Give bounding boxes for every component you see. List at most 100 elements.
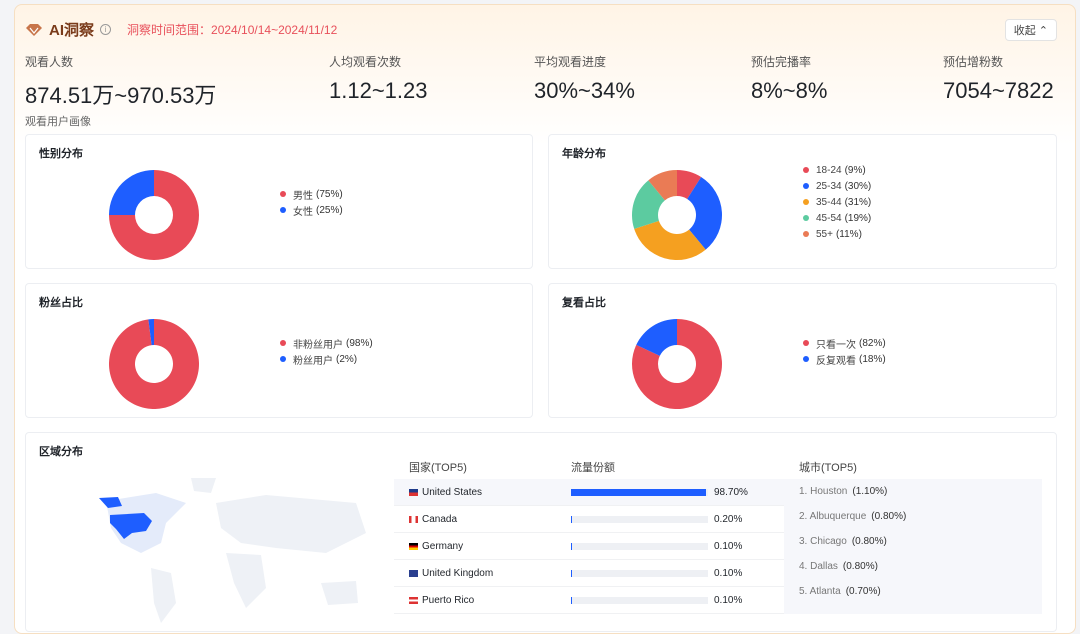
- country-name: Canada: [422, 513, 458, 525]
- metric-completion: 预估完播率 8%~8%: [751, 55, 828, 103]
- legend-value: (18%): [859, 353, 886, 365]
- slice-反复观看[interactable]: [636, 319, 677, 356]
- country-row[interactable]: Canada 0.20%: [394, 506, 784, 533]
- donut-chart[interactable]: [627, 314, 727, 414]
- country-row[interactable]: Puerto Rico 0.10%: [394, 587, 784, 614]
- country-row[interactable]: United States 98.70%: [394, 479, 784, 506]
- slice-男性[interactable]: [109, 170, 199, 260]
- city-name: 3. Chicago: [799, 536, 847, 547]
- legend-dot-icon: [803, 340, 809, 346]
- flag-pr-icon: [409, 596, 418, 604]
- chart-title: 年龄分布: [562, 148, 606, 160]
- header-share: 流量份额: [571, 462, 615, 474]
- legend-label: 女性: [293, 206, 313, 218]
- legend-item[interactable]: 反复观看 (18%): [803, 351, 886, 367]
- legend-value: (98%): [346, 337, 373, 349]
- legend-value: (31%): [844, 196, 872, 208]
- share-bar: [571, 488, 708, 496]
- country-row[interactable]: United Kingdom 0.10%: [394, 560, 784, 587]
- legend-item[interactable]: 男性 (75%): [280, 186, 343, 202]
- legend-dot-icon: [280, 207, 286, 213]
- legend-item[interactable]: 55+ (11%): [803, 226, 871, 242]
- legend-dot-icon: [803, 231, 809, 237]
- age-card: 年龄分布 18-24 (9%) 25-34 (30%) 35-44 (31%) 45-54 (1…: [548, 134, 1057, 269]
- world-map[interactable]: [66, 473, 376, 623]
- share-pct: 0.10%: [714, 540, 743, 552]
- legend-dot-icon: [803, 356, 809, 362]
- city-item: 3. Chicago (0.80%): [784, 529, 1042, 554]
- metric-avg-views: 人均观看次数 1.12~1.23: [329, 55, 428, 103]
- donut-chart[interactable]: [104, 314, 204, 414]
- collapse-button[interactable]: 收起 ⌃: [1004, 19, 1057, 41]
- country-name: United Kingdom: [422, 567, 494, 579]
- legend-item[interactable]: 女性 (25%): [280, 202, 343, 218]
- ai-insight-panel: AI洞察 i 洞察时间范围：2024/10/14~2024/11/12 收起 ⌃…: [14, 4, 1076, 634]
- share-bar: [571, 542, 708, 550]
- city-item: 5. Atlanta (0.70%): [784, 579, 1042, 604]
- metric-progress: 平均观看进度 30%~34%: [534, 55, 635, 103]
- legend-item[interactable]: 只看一次 (82%): [803, 335, 886, 351]
- legend: 18-24 (9%) 25-34 (30%) 35-44 (31%) 45-54 (19%) 5…: [803, 162, 871, 242]
- share-pct: 0.20%: [714, 513, 743, 525]
- panel-title: AI洞察: [49, 22, 95, 39]
- city-name: 4. Dallas: [799, 561, 838, 572]
- legend-item[interactable]: 非粉丝用户 (98%): [280, 335, 373, 351]
- share-bar-fill: [571, 488, 707, 496]
- legend-label: 55+: [816, 228, 833, 240]
- flag-gb-icon: [409, 569, 418, 577]
- share-bar-fill: [571, 596, 573, 604]
- legend-item[interactable]: 25-34 (30%): [803, 178, 871, 194]
- slice-非粉丝用户[interactable]: [109, 319, 199, 409]
- city-pct: (1.10%): [852, 486, 888, 497]
- legend-item[interactable]: 45-54 (19%): [803, 210, 871, 226]
- legend-label: 非粉丝用户: [293, 339, 343, 351]
- city-pct: (0.80%): [842, 561, 878, 572]
- city-pct: (0.80%): [871, 511, 907, 522]
- city-list: 1. Houston (1.10%) 2. Albuquerque (0.80%) 3.…: [784, 479, 1042, 614]
- slice-35-44[interactable]: [634, 220, 706, 260]
- legend-dot-icon: [803, 215, 809, 221]
- region-card: 区域分布 国家(TOP5) 流量份额 城市(TOP5) United State…: [25, 432, 1057, 632]
- legend-dot-icon: [280, 356, 286, 362]
- legend: 只看一次 (82%) 反复观看 (18%): [803, 335, 886, 367]
- header: AI洞察 i 洞察时间范围：2024/10/14~2024/11/12: [25, 19, 337, 40]
- city-name: 2. Albuquerque: [799, 511, 867, 522]
- country-name: United States: [422, 486, 483, 498]
- city-item: 1. Houston (1.10%): [784, 479, 1042, 504]
- legend-value: (30%): [844, 180, 872, 192]
- share-bar: [571, 596, 708, 604]
- info-icon[interactable]: i: [100, 24, 112, 35]
- legend-dot-icon: [803, 183, 809, 189]
- slice-45-54[interactable]: [632, 180, 665, 229]
- repeat-card: 复看占比 只看一次 (82%) 反复观看 (18%): [548, 283, 1057, 418]
- flag-us-icon: [409, 488, 418, 496]
- slice-18-24[interactable]: [677, 170, 702, 199]
- time-range: 洞察时间范围：2024/10/14~2024/11/12: [127, 23, 338, 37]
- share-bar: [571, 515, 708, 523]
- share-pct: 0.10%: [714, 567, 743, 579]
- legend-item[interactable]: 粉丝用户 (2%): [280, 351, 373, 367]
- slice-25-34[interactable]: [687, 177, 722, 250]
- chart-title: 性别分布: [39, 148, 83, 160]
- donut-chart[interactable]: [104, 165, 204, 265]
- legend-value: (11%): [835, 228, 862, 240]
- city-name: 5. Atlanta: [799, 586, 841, 597]
- slice-只看一次[interactable]: [632, 319, 722, 409]
- section-title: 观看用户画像: [25, 116, 91, 128]
- legend-label: 25-34: [816, 180, 842, 192]
- legend-label: 只看一次: [816, 339, 856, 351]
- chart-title: 粉丝占比: [39, 297, 83, 309]
- country-name: Puerto Rico: [422, 594, 475, 606]
- legend: 非粉丝用户 (98%) 粉丝用户 (2%): [280, 335, 373, 367]
- legend-value: (2%): [336, 353, 358, 365]
- donut-chart[interactable]: [627, 165, 727, 265]
- slice-粉丝用户[interactable]: [148, 319, 154, 346]
- slice-女性[interactable]: [109, 170, 154, 215]
- share-pct: 0.10%: [714, 594, 743, 606]
- region-title: 区域分布: [39, 446, 83, 458]
- legend-label: 18-24: [816, 164, 842, 176]
- legend-item[interactable]: 35-44 (31%): [803, 194, 871, 210]
- country-row[interactable]: Germany 0.10%: [394, 533, 784, 560]
- slice-55+[interactable]: [648, 170, 677, 201]
- legend-item[interactable]: 18-24 (9%): [803, 162, 871, 178]
